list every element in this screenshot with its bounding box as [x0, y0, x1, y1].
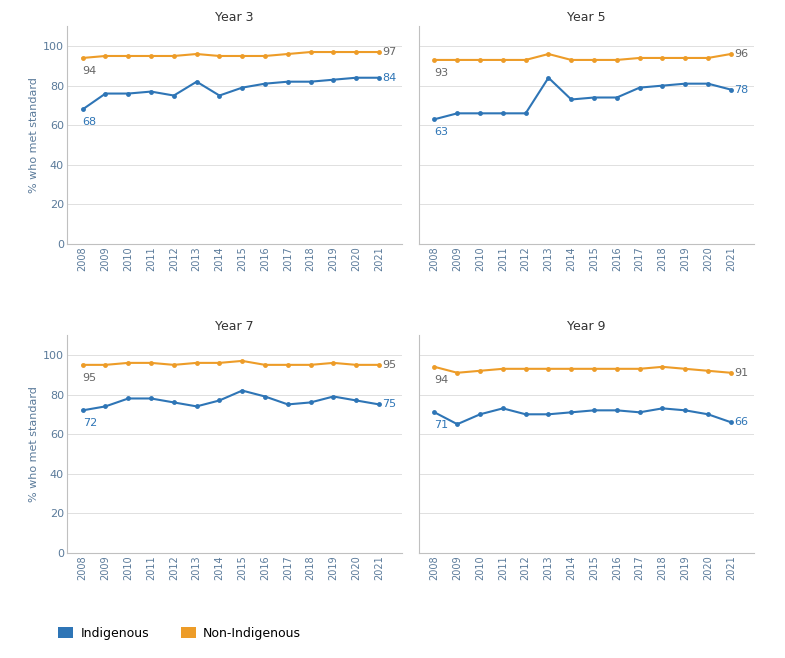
- Legend: Indigenous, Non-Indigenous: Indigenous, Non-Indigenous: [53, 622, 306, 645]
- Text: 97: 97: [382, 47, 396, 57]
- Title: Year 5: Year 5: [567, 11, 605, 24]
- Text: 96: 96: [734, 49, 748, 59]
- Text: 78: 78: [734, 85, 748, 95]
- Text: 95: 95: [82, 373, 97, 383]
- Text: 94: 94: [434, 375, 449, 385]
- Text: 84: 84: [382, 73, 396, 83]
- Text: 63: 63: [434, 127, 448, 137]
- Text: 68: 68: [82, 117, 97, 127]
- Y-axis label: % who met standard: % who met standard: [29, 77, 38, 193]
- Text: 93: 93: [434, 68, 448, 78]
- Text: 66: 66: [734, 417, 748, 427]
- Title: Year 7: Year 7: [215, 320, 254, 333]
- Text: 72: 72: [82, 418, 97, 428]
- Text: 75: 75: [382, 399, 396, 409]
- Text: 95: 95: [382, 360, 396, 370]
- Y-axis label: % who met standard: % who met standard: [29, 386, 38, 502]
- Text: 91: 91: [734, 368, 748, 378]
- Text: 94: 94: [82, 66, 97, 76]
- Title: Year 9: Year 9: [567, 320, 605, 333]
- Title: Year 3: Year 3: [215, 11, 254, 24]
- Text: 71: 71: [434, 420, 448, 430]
